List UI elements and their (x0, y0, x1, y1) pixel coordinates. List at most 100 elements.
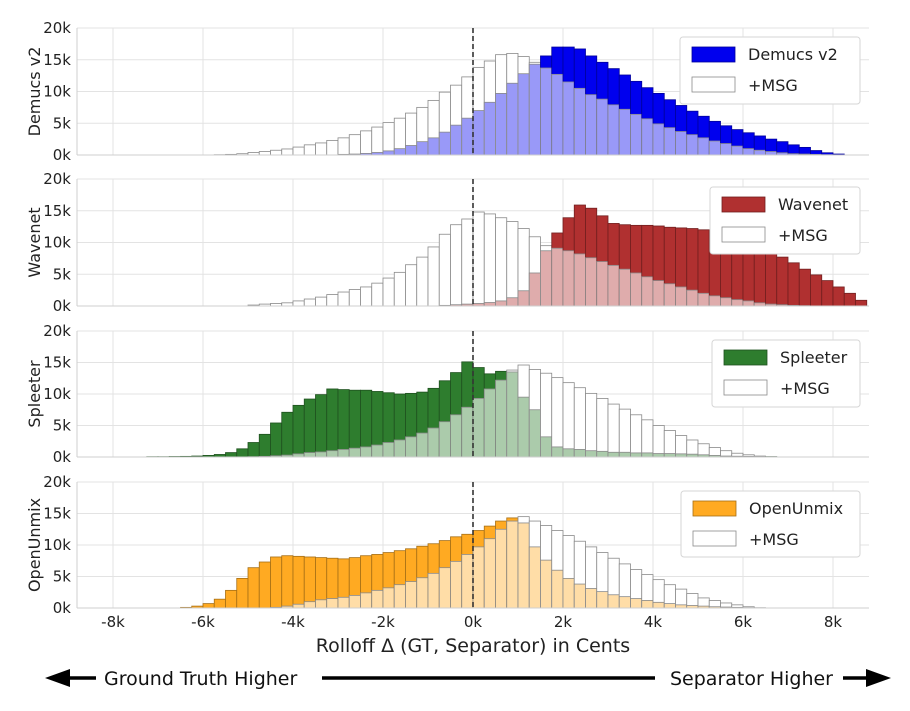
y-tick-label: 15k (43, 505, 71, 523)
bar-spleeter (517, 396, 530, 458)
bar-msg (416, 432, 429, 458)
bar-msg (303, 144, 316, 156)
bar-msg (483, 388, 496, 458)
bar-wavenet (787, 262, 800, 307)
bar-msg (652, 280, 665, 307)
y-tick-label: 0k (53, 448, 72, 466)
bar-openunmix (247, 567, 260, 609)
x-axis-label: Rolloff Δ (GT, Separator) in Cents (316, 635, 630, 657)
bar-demucs-v2 (393, 148, 406, 156)
legend-swatch-msg (721, 226, 766, 243)
bar-msg (258, 151, 271, 156)
y-tick-label: 15k (43, 354, 71, 372)
bar-msg (382, 587, 395, 609)
bar-msg (450, 224, 463, 307)
bar-msg (292, 146, 305, 156)
bar-wavenet (506, 297, 519, 307)
bar-msg (382, 122, 395, 156)
legend-swatch-model (691, 46, 736, 63)
bar-msg (742, 148, 755, 156)
bar-demucs-v2 (495, 93, 508, 156)
bar-spleeter (281, 411, 294, 458)
bar-msg (753, 149, 766, 156)
legend-swatch-model (721, 196, 766, 213)
legend-label-msg: +MSG (778, 226, 828, 245)
bar-openunmix (630, 598, 643, 609)
bar-demucs-v2 (405, 145, 418, 156)
bar-wavenet (483, 302, 496, 307)
bar-msg (596, 261, 609, 307)
y-tick-label: 5k (53, 265, 72, 283)
bar-msg (641, 419, 654, 458)
bar-openunmix (607, 594, 620, 609)
bar-msg (348, 447, 361, 458)
bar-msg (551, 247, 564, 307)
bar-spleeter (326, 388, 339, 458)
legend-label-msg: +MSG (780, 379, 830, 398)
bar-spleeter (528, 409, 541, 458)
bar-spleeter (348, 389, 361, 458)
bar-openunmix (540, 559, 553, 609)
bar-msg (382, 277, 395, 307)
bar-msg (472, 546, 485, 609)
bar-wavenet (540, 250, 553, 307)
bar-msg (303, 298, 316, 307)
bar-msg (371, 126, 384, 156)
bar-msg (686, 134, 699, 156)
bar-wavenet (798, 268, 811, 307)
bar-msg (371, 282, 384, 307)
bar-msg (303, 452, 316, 458)
bar-msg (607, 104, 620, 156)
bar-msg (427, 427, 440, 458)
bar-demucs-v2 (506, 82, 519, 156)
bar-msg (292, 603, 305, 609)
bar-spleeter (652, 453, 665, 458)
legend-label-model: Demucs v2 (748, 45, 838, 64)
bar-openunmix (663, 603, 676, 609)
bar-msg (731, 145, 744, 156)
bar-msg (315, 599, 328, 609)
bar-spleeter (618, 451, 631, 458)
bar-msg (438, 567, 451, 609)
bar-demucs-v2 (472, 110, 485, 156)
bar-msg (607, 403, 620, 458)
y-axis-label: Spleeter (25, 360, 44, 428)
y-tick-label: 10k (43, 385, 71, 403)
y-tick-label: 10k (43, 536, 71, 554)
bar-msg (495, 528, 508, 609)
x-tick-label: 2k (554, 613, 573, 631)
bar-openunmix (236, 577, 249, 609)
bar-msg (641, 276, 654, 307)
bar-spleeter (337, 389, 350, 458)
bar-wavenet (832, 286, 845, 307)
bar-msg (348, 289, 361, 307)
bar-msg (326, 450, 339, 458)
bar-msg (450, 560, 463, 609)
bar-wavenet (517, 290, 530, 307)
bar-demucs-v2 (382, 150, 395, 156)
bar-spleeter (540, 436, 553, 458)
bar-msg (405, 581, 418, 609)
bar-msg (360, 592, 373, 609)
bar-openunmix (517, 522, 530, 609)
bar-msg (708, 140, 721, 156)
bar-openunmix (618, 596, 631, 609)
bar-msg (393, 584, 406, 609)
bar-demucs-v2 (450, 124, 463, 156)
bar-wavenet (528, 272, 541, 307)
bar-msg (483, 213, 496, 307)
bar-msg (371, 589, 384, 609)
bar-msg (641, 118, 654, 156)
y-tick-label: 20k (43, 19, 71, 37)
y-tick-label: 0k (53, 599, 72, 617)
bar-openunmix (528, 546, 541, 609)
bar-msg (326, 139, 339, 156)
bar-msg (416, 256, 429, 307)
bar-msg (607, 264, 620, 307)
legend-label-model: OpenUnmix (749, 499, 843, 518)
bar-msg (562, 250, 575, 307)
bar-msg (348, 134, 361, 156)
bar-msg (427, 572, 440, 609)
bar-msg (663, 127, 676, 156)
